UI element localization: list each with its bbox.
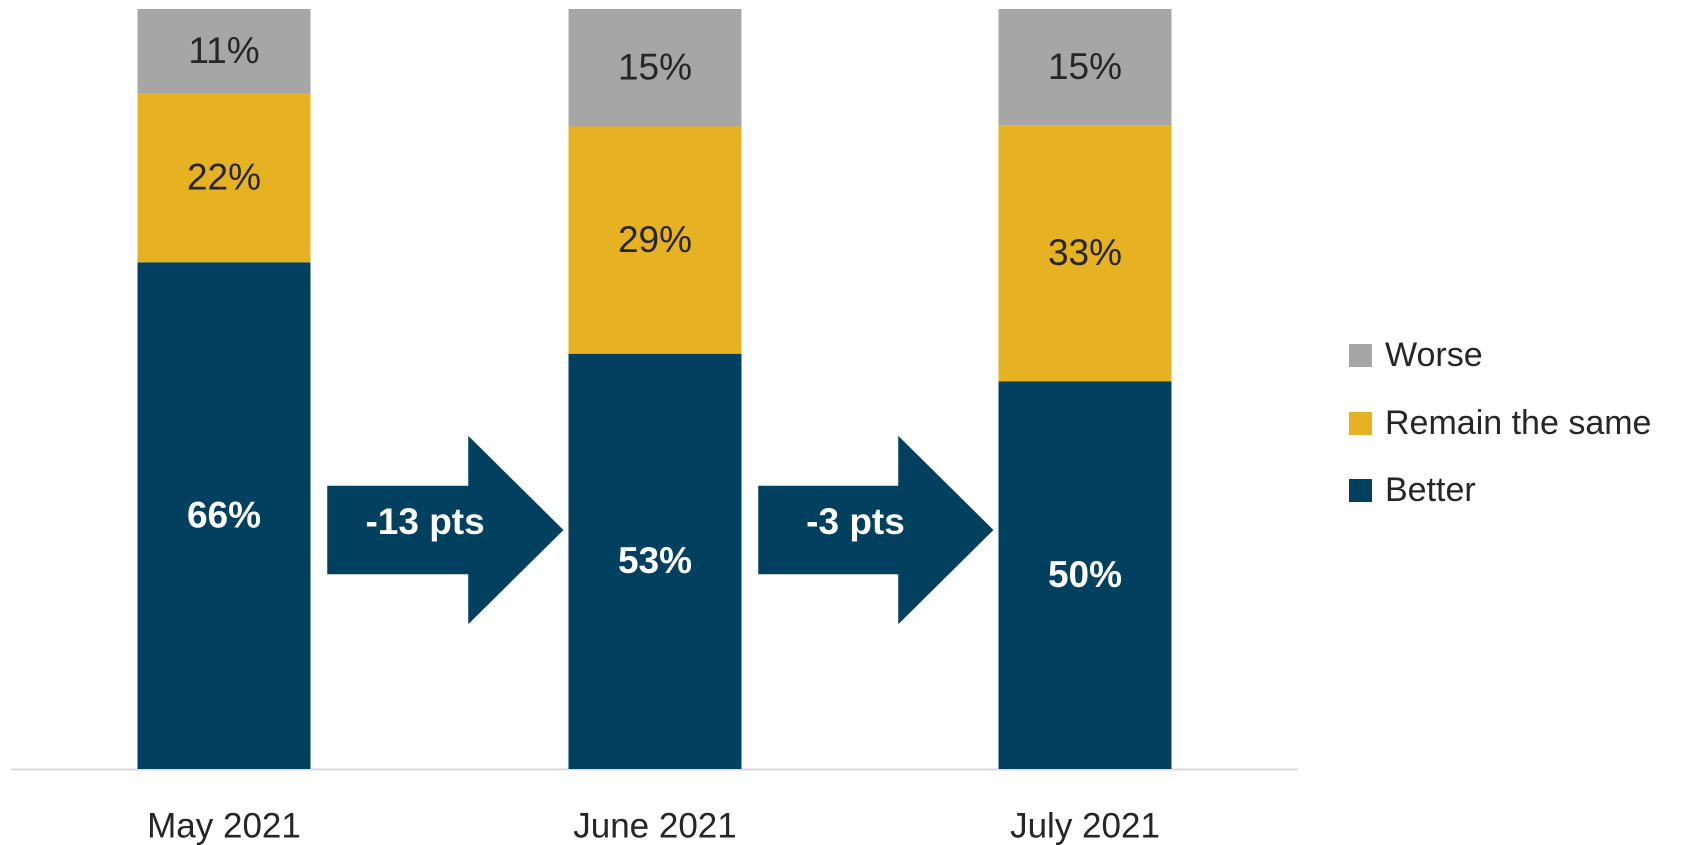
bar-segment — [137, 262, 311, 769]
arrow — [325, 432, 566, 628]
legend-swatch — [1349, 344, 1372, 367]
data-label: 29% — [618, 219, 692, 260]
data-label: 15% — [618, 47, 692, 88]
data-label: 66% — [187, 494, 261, 535]
legend-label: Remain the same — [1385, 404, 1651, 442]
data-label: 11% — [188, 30, 259, 71]
data-label: 22% — [187, 157, 261, 198]
legend-label: Better — [1385, 471, 1476, 509]
data-label: 53% — [618, 540, 692, 581]
bar-segment — [568, 9, 742, 127]
bar-segment — [568, 126, 742, 354]
legend-swatch — [1349, 412, 1372, 435]
bar-segment — [137, 9, 311, 94]
bar-segment — [568, 353, 742, 769]
annotation: -13 pts — [365, 501, 484, 542]
legend-swatch — [1349, 479, 1372, 502]
x-tick-label: June 2021 — [573, 806, 736, 845]
arrow — [756, 432, 996, 628]
data-label: 50% — [1048, 554, 1122, 595]
bar-segment — [998, 9, 1172, 126]
bar-segment — [137, 93, 311, 263]
x-tick-label: July 2021 — [1010, 806, 1160, 845]
legend-label: Worse — [1385, 336, 1483, 374]
x-tick-label: May 2021 — [147, 806, 301, 845]
bar-segment — [998, 381, 1172, 769]
data-label: 33% — [1048, 232, 1122, 273]
annotation: -3 pts — [806, 501, 905, 542]
data-label: 15% — [1048, 46, 1122, 87]
bar-segment — [998, 125, 1172, 382]
